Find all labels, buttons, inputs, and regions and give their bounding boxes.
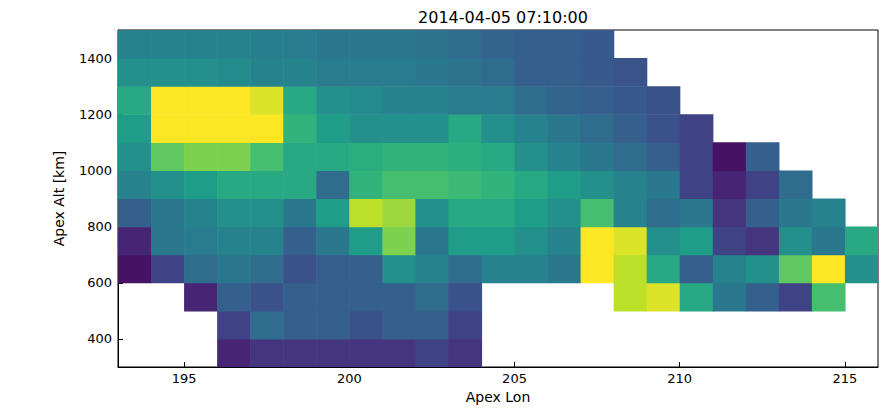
svg-text:2014-04-05 07:10:00: 2014-04-05 07:10:00 bbox=[418, 8, 588, 27]
svg-text:Apex Alt [km]: Apex Alt [km] bbox=[51, 151, 67, 247]
svg-text:210: 210 bbox=[667, 371, 692, 386]
svg-text:1400: 1400 bbox=[79, 51, 112, 66]
svg-text:195: 195 bbox=[172, 371, 197, 386]
svg-text:205: 205 bbox=[502, 371, 527, 386]
svg-text:800: 800 bbox=[87, 219, 112, 234]
svg-text:215: 215 bbox=[833, 371, 858, 386]
svg-text:400: 400 bbox=[87, 331, 112, 346]
svg-text:Apex Lon: Apex Lon bbox=[466, 389, 531, 405]
svg-text:1000: 1000 bbox=[79, 163, 112, 178]
svg-text:200: 200 bbox=[337, 371, 362, 386]
svg-text:1200: 1200 bbox=[79, 107, 112, 122]
svg-text:600: 600 bbox=[87, 275, 112, 290]
